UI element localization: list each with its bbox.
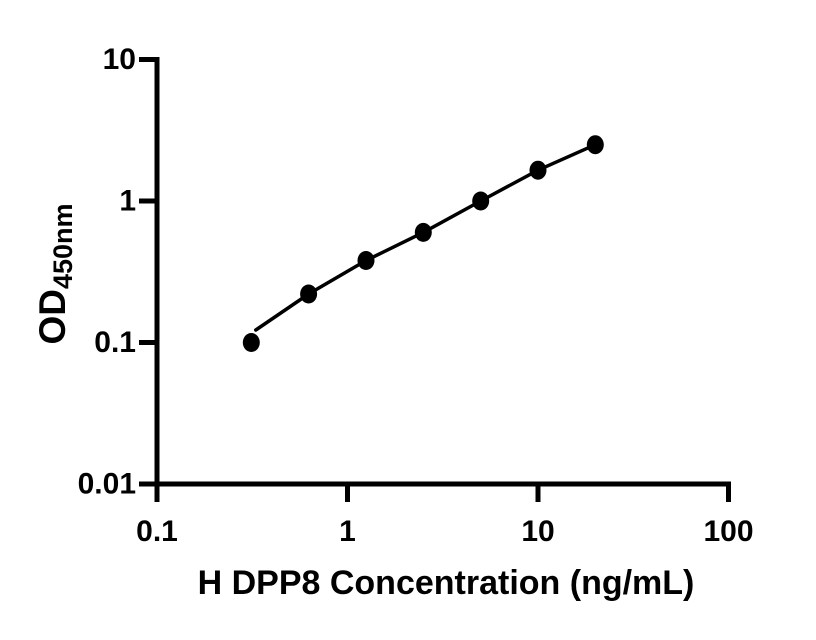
y-tick-0.01: 0.01	[78, 468, 136, 501]
data-point	[472, 191, 490, 211]
x-axis-title: H DPP8 Concentration (ng/mL)	[198, 564, 695, 602]
y-axis-tick-labels: 10 1 0.1 0.01	[78, 43, 136, 501]
x-tick-0.1: 0.1	[136, 515, 178, 548]
y-tick-1: 1	[119, 185, 136, 218]
x-tick-1: 1	[339, 515, 356, 548]
data-point	[357, 251, 375, 270]
y-tick-0.1: 0.1	[94, 326, 136, 359]
y-tick-10: 10	[103, 43, 136, 76]
data-series	[242, 135, 604, 352]
axes-frame	[139, 57, 731, 502]
y-axis-title: OD450nm	[32, 203, 78, 344]
data-point	[586, 135, 604, 155]
data-point	[529, 160, 547, 180]
y-axis-title-subscript: 450nm	[48, 203, 78, 289]
data-point	[242, 333, 260, 352]
y-axis-title-main: OD	[32, 289, 73, 345]
x-axis-tick-labels: 0.1 1 10 100	[136, 515, 753, 548]
x-tick-100: 100	[703, 515, 753, 548]
data-point	[300, 284, 318, 304]
x-tick-10: 10	[521, 515, 554, 548]
data-point	[414, 222, 432, 242]
